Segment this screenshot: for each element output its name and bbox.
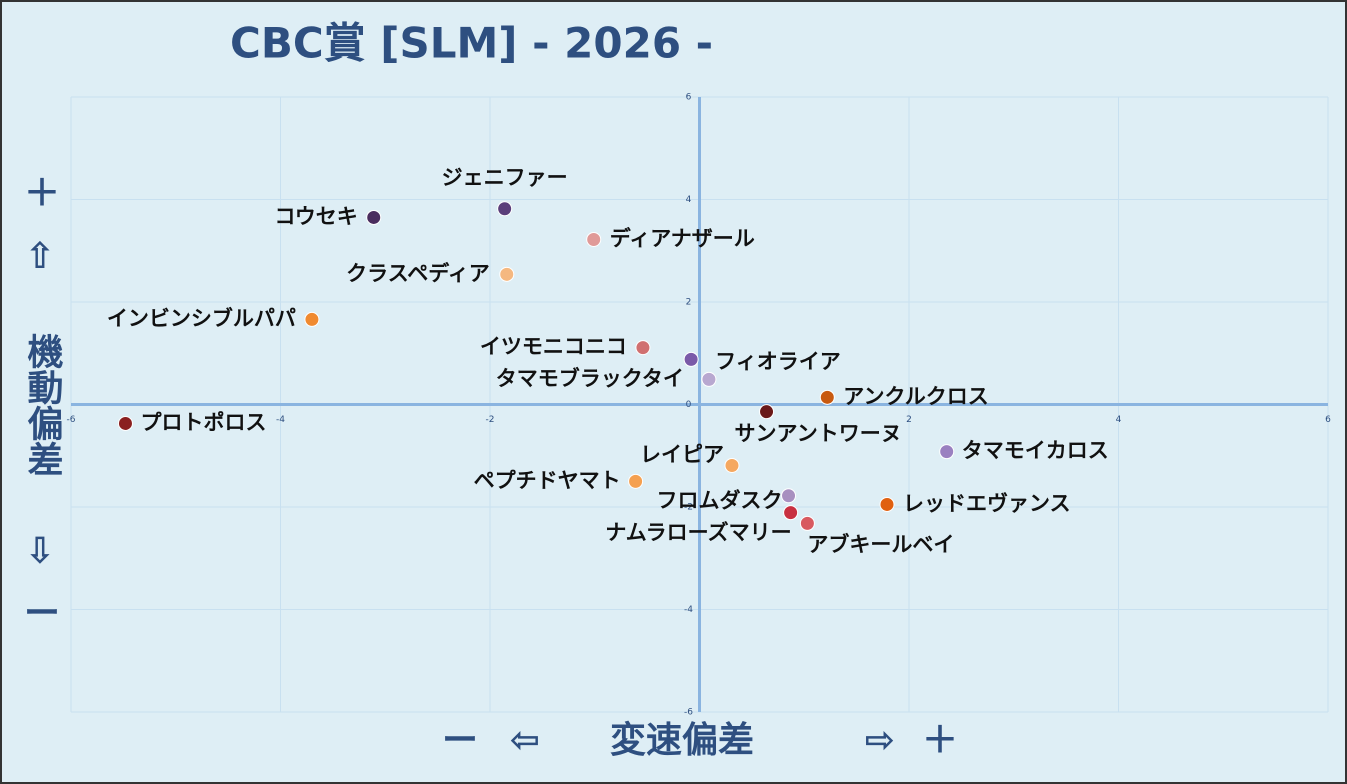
point-label: ペプチドヤマト <box>474 468 621 492</box>
point <box>683 351 699 367</box>
x-tick-label: -4 <box>276 415 285 425</box>
point-label: アンクルクロス <box>843 384 989 408</box>
point-label: ジェニファー <box>442 166 568 190</box>
point-label: アブキールベイ <box>807 532 954 556</box>
y-tick-label: 2 <box>686 298 692 308</box>
x-marker: ー <box>442 720 478 761</box>
point <box>781 488 797 504</box>
y-tick-label: 4 <box>686 195 692 205</box>
point-label: コウセキ <box>275 204 358 228</box>
point <box>939 444 955 460</box>
x-tick-label: -6 <box>67 415 76 425</box>
y-tick-label: -4 <box>684 605 693 615</box>
point <box>759 404 775 420</box>
x-tick-label: -2 <box>486 415 495 425</box>
point <box>879 496 895 512</box>
point-label: タマモイカロス <box>962 439 1109 463</box>
y-marker: ＋ <box>24 173 60 214</box>
point-label: ナムラローズマリー <box>605 521 791 545</box>
point-label: レイピア <box>640 442 724 466</box>
point-label: イツモニコニコ <box>480 335 627 359</box>
point-label: サンアントワーヌ <box>735 422 902 446</box>
x-tick-label: 4 <box>1116 415 1122 425</box>
x-tick-label: 2 <box>906 415 912 425</box>
point-label: レッドエヴァンス <box>903 491 1071 515</box>
x-marker: ⇦ <box>510 720 540 761</box>
point <box>117 415 133 431</box>
y-tick-label: 6 <box>686 93 692 103</box>
point <box>586 231 602 247</box>
point <box>497 201 513 217</box>
y-tick-label: -2 <box>684 503 693 513</box>
point-label: タマモブラックタイ <box>496 366 684 390</box>
y-tick-label: 0 <box>686 400 692 410</box>
point-label: ディアナザール <box>610 226 755 250</box>
chart-title: CBC賞 [SLM] - 2026 - <box>230 19 713 68</box>
point-label: フロムダスク <box>657 489 783 513</box>
point <box>366 209 382 225</box>
point <box>635 340 651 356</box>
y-axis-label: 機動偏差 <box>22 333 64 477</box>
point <box>628 473 644 489</box>
y-marker: ー <box>24 593 60 634</box>
point-label: クラスペディア <box>346 261 490 285</box>
x-axis-label: 変速偏差 <box>610 719 754 761</box>
point <box>499 266 515 282</box>
point <box>304 311 320 327</box>
y-marker: ⇧ <box>25 236 55 277</box>
point <box>701 371 717 387</box>
point <box>799 515 815 531</box>
y-marker: ⇩ <box>25 531 55 572</box>
x-marker: ⇨ <box>865 720 895 761</box>
x-tick-label: 6 <box>1325 415 1331 425</box>
point <box>819 389 835 405</box>
point-label: インビンシブルパパ <box>107 306 296 330</box>
x-marker: ＋ <box>922 720 958 761</box>
point-label: プロトポロス <box>140 410 266 434</box>
point-label: フィオライア <box>715 349 841 373</box>
y-tick-label: -6 <box>684 708 693 718</box>
point <box>783 505 799 521</box>
point <box>724 457 740 473</box>
